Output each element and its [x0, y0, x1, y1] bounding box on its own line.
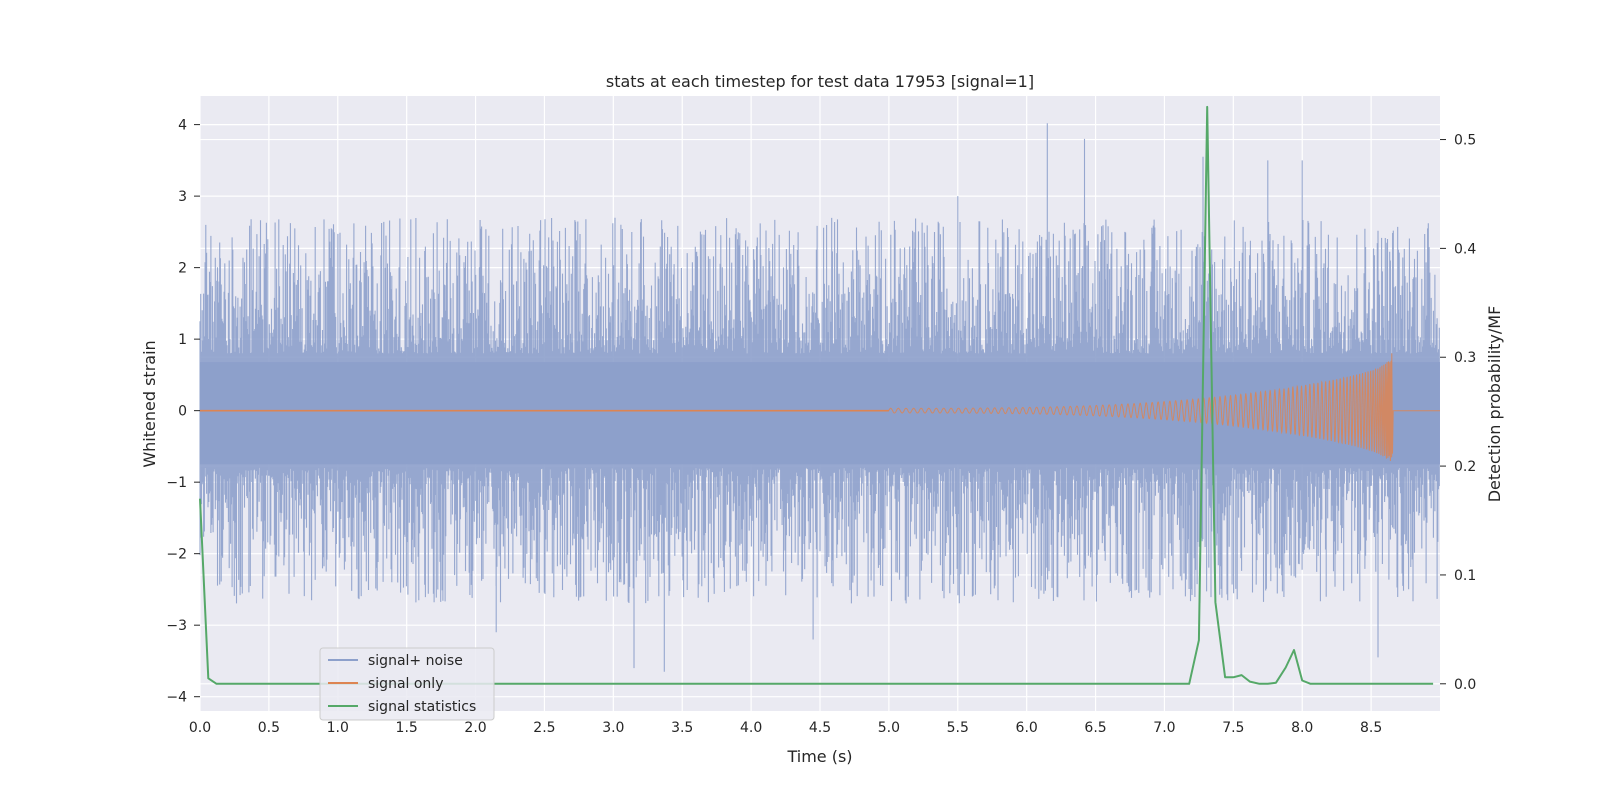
signal-chirp-trace	[888, 353, 1440, 462]
x-tick-label: 7.5	[1222, 720, 1244, 736]
y-tick-label: 2	[178, 261, 187, 277]
y-right-tick-label: 0.4	[1454, 241, 1476, 257]
x-tick-label: 0.5	[258, 720, 280, 736]
y-tick-label: 1	[178, 332, 187, 348]
y-right-tick-label: 0.2	[1454, 459, 1476, 475]
x-tick-label: 0.0	[189, 720, 211, 736]
x-axis-ticks: 0.0 0.5 1.0 1.5 2.0 2.5 3.0 3.5 4.0 4.5 5.0 5.5 6.0 6…	[189, 720, 1382, 736]
x-tick-label: 5.5	[947, 720, 969, 736]
legend: signal+ noise signal only signal statist…	[319, 647, 495, 721]
y-tick-label: −1	[166, 475, 187, 491]
stats-line	[199, 105, 1434, 685]
y-right-tick-label: 0.1	[1454, 568, 1476, 584]
x-tick-label: 1.5	[396, 720, 418, 736]
x-tick-label: 3.0	[602, 720, 624, 736]
x-tick-label: 4.0	[740, 720, 762, 736]
x-axis-label: Time (s)	[786, 747, 852, 766]
x-tick-label: 4.5	[809, 720, 831, 736]
y-tick-label: −4	[166, 690, 187, 706]
x-tick-label: 1.0	[327, 720, 349, 736]
x-tick-label: 6.5	[1084, 720, 1106, 736]
x-tick-label: 2.5	[533, 720, 555, 736]
y-axis-label: Whitened strain	[140, 340, 159, 467]
y-tick-label: 3	[178, 189, 187, 205]
signal-noise-series	[199, 123, 1440, 672]
y-tick-label: −2	[166, 547, 187, 563]
legend-box	[319, 647, 495, 721]
y-right-tick-label: 0.5	[1454, 133, 1476, 149]
chart-title: stats at each timestep for test data 179…	[606, 72, 1034, 91]
legend-label-noise: signal+ noise	[368, 653, 463, 669]
x-tick-label: 3.5	[671, 720, 693, 736]
y-axis-right-ticks: 0.0 0.1 0.2 0.3 0.4 0.5	[1440, 133, 1476, 693]
signal-statistics-series	[199, 105, 1434, 685]
y-tick-label: 0	[178, 404, 187, 420]
x-tick-label: 7.0	[1153, 720, 1175, 736]
y-axis-right-label: Detection probability/MF	[1485, 306, 1504, 503]
y-right-tick-label: 0.3	[1454, 350, 1476, 366]
y-tick-label: −3	[166, 618, 187, 634]
signal-only-series	[200, 353, 1440, 462]
x-tick-label: 6.0	[1016, 720, 1038, 736]
x-tick-label: 8.5	[1360, 720, 1382, 736]
legend-label-signal: signal only	[368, 676, 443, 692]
legend-label-stats: signal statistics	[368, 699, 476, 715]
x-tick-label: 5.0	[878, 720, 900, 736]
x-tick-label: 8.0	[1291, 720, 1313, 736]
y-right-tick-label: 0.0	[1454, 677, 1476, 693]
x-tick-label: 2.0	[464, 720, 486, 736]
y-axis-ticks: −4 −3 −2 −1 0 1 2 3 4	[166, 118, 200, 706]
y-tick-label: 4	[178, 118, 187, 134]
